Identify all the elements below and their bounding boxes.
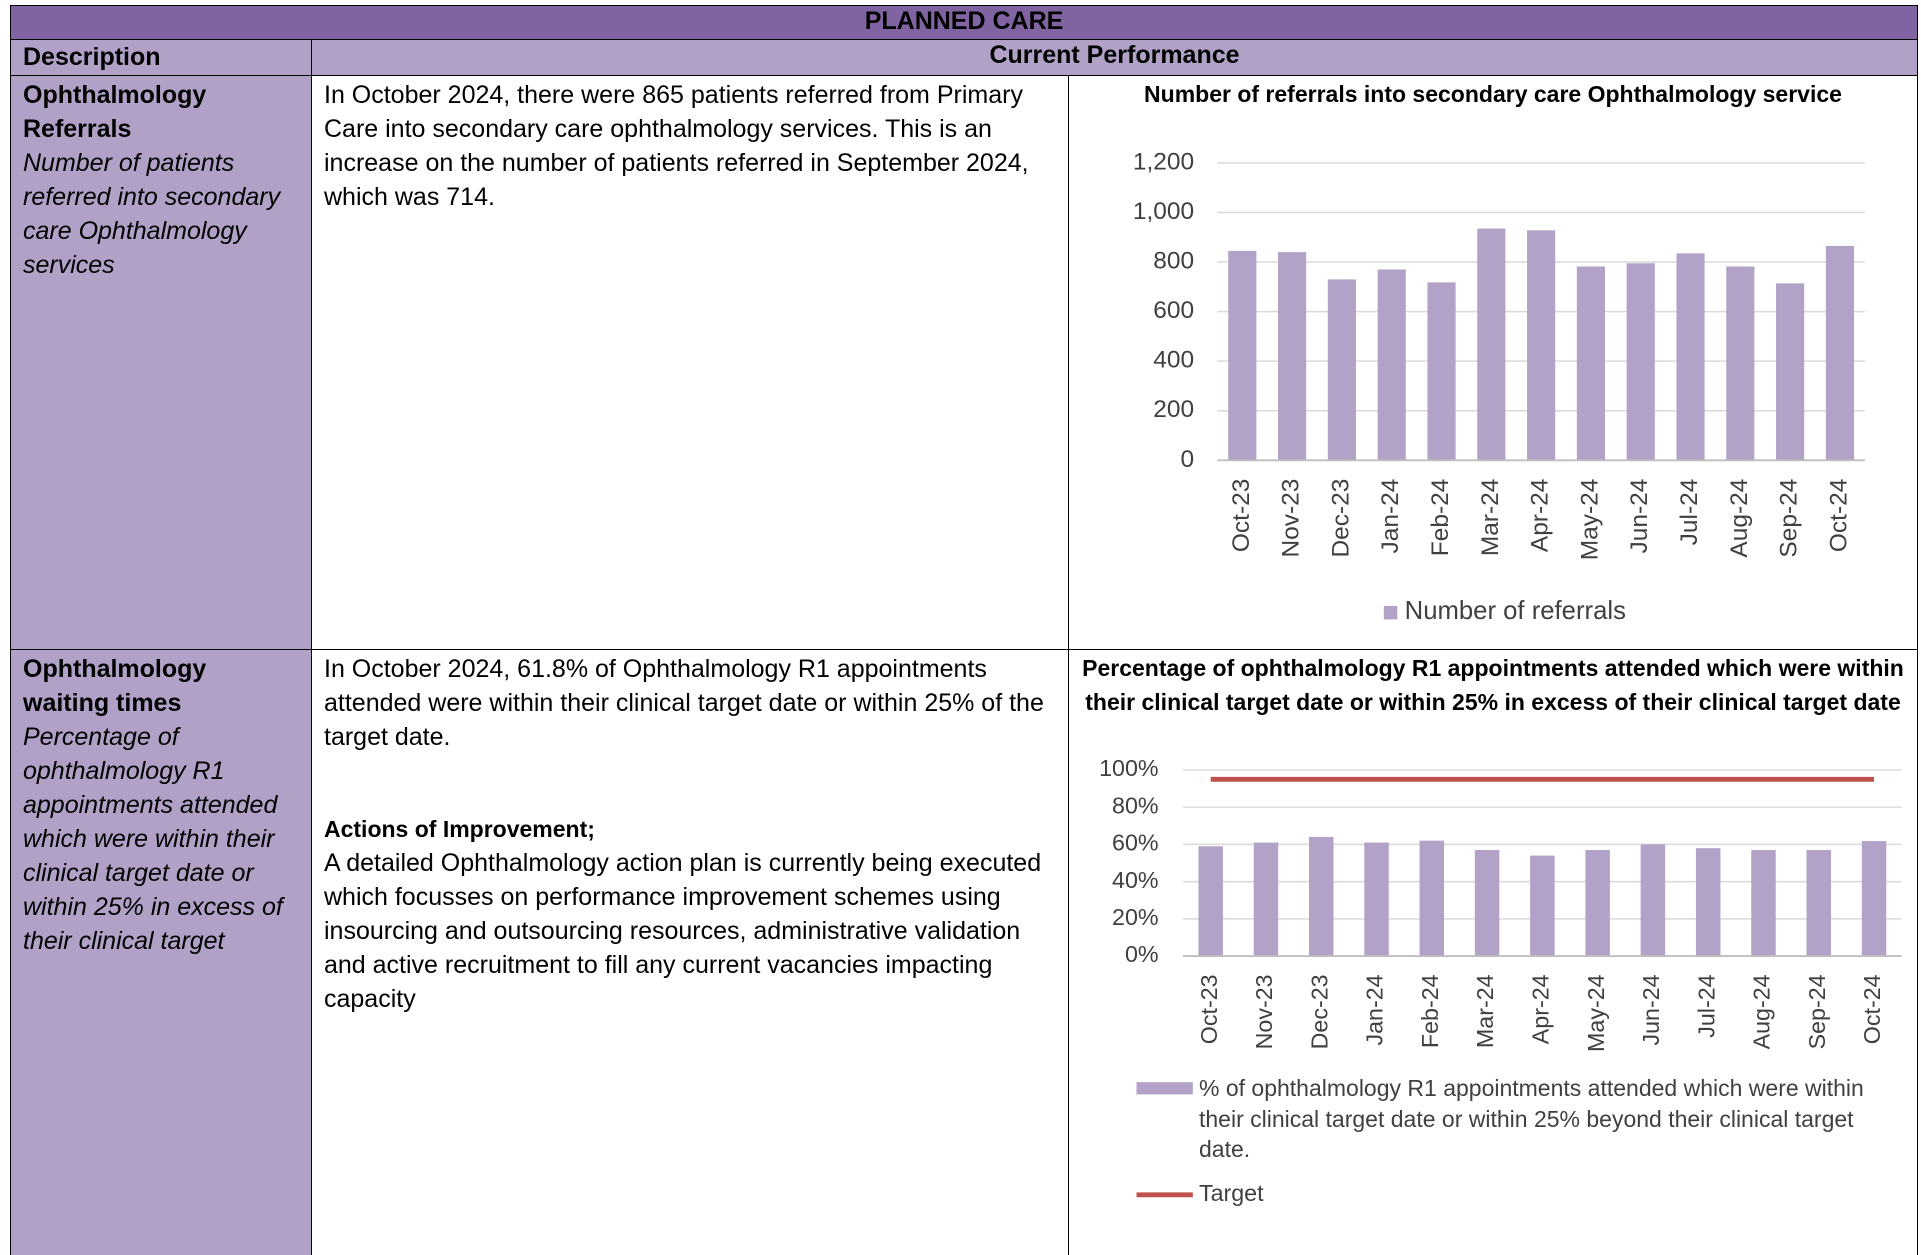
bar [1198,846,1223,957]
bar [1676,253,1705,461]
x-tick-label: Dec-23 [1327,479,1354,558]
y-tick-label: 1,200 [1133,148,1194,175]
bar [1576,266,1605,461]
chart-cell: 0% 20% 40% 60% 80% 100% Oct-23 Nov-23 Dec-23 Jan-… [1068,649,1918,1255]
y-tick-label: 80% [1112,792,1159,818]
bar [1640,844,1666,957]
y-tick-label: 800 [1153,247,1194,274]
x-tick-label: Jul-24 [1693,974,1719,1037]
y-tick-label: 60% [1112,830,1159,856]
bar [1474,849,1500,957]
bar [1377,269,1406,461]
x-tick-label: May-24 [1583,974,1609,1052]
y-tick-label: 400 [1153,347,1194,374]
x-tick-label: Jun-24 [1638,974,1664,1045]
y-tick-label: 0 [1181,446,1195,473]
chart-title: Percentage of ophthalmology R1 appointme… [1082,655,1904,715]
x-tick-label: Mar-24 [1472,974,1498,1048]
legend-swatch [1136,1082,1193,1095]
column-header: Description [10,39,312,76]
performance-cell: In October 2024, 61.8% of Ophthalmology … [311,649,1069,1255]
bar [1530,855,1555,957]
y-tick-label: 20% [1112,904,1159,930]
x-tick-label: Feb-24 [1427,479,1454,557]
y-tick-label: 600 [1153,297,1194,324]
chart-cell: 0 200 400 600 800 1,000 1,200 Oct-23 Nov-23 Dec-2… [1068,75,1918,650]
chart: 0% 20% 40% 60% 80% 100% Oct-23 Nov-23 Dec-23 Jan-… [1099,755,1902,1206]
row-description: Percentage of ophthalmology R1 appointme… [23,723,283,955]
x-tick-label: Nov-23 [1251,974,1277,1049]
bar [1806,849,1831,957]
description-cell: Ophthalmology Referrals Number of patien… [10,75,312,650]
x-tick-label: Mar-24 [1477,479,1504,557]
bar [1626,263,1655,461]
bar [1308,836,1334,957]
x-tick-label: Aug-24 [1749,974,1775,1049]
bar [1364,842,1389,957]
bar [1419,840,1445,957]
y-tick-label: 1,000 [1133,198,1194,225]
bar [1776,283,1805,461]
x-tick-label: Dec-23 [1306,974,1332,1049]
bar [1253,842,1279,957]
y-tick-label: 40% [1112,867,1159,893]
chart: 0 200 400 600 800 1,000 1,200 Oct-23 Nov-23 Dec-2… [1133,148,1865,625]
x-tick-label: Oct-23 [1196,974,1222,1044]
x-tick-label: Aug-24 [1726,479,1753,558]
x-tick-label: Oct-23 [1228,479,1255,552]
x-tick-label: Jan-24 [1362,974,1388,1045]
bar [1477,228,1506,461]
legend-label: % of ophthalmology R1 appointments atten… [1199,1075,1864,1162]
page-title: PLANNED CARE [10,5,1918,40]
bar [1751,849,1776,957]
performance-text: In October 2024, 61.8% of Ophthalmology … [324,655,1044,751]
bar [1726,266,1755,461]
y-tick-label: 200 [1153,396,1194,423]
actions-heading: Actions of Improvement; [324,816,595,842]
x-tick-label: Apr-24 [1527,479,1554,552]
legend-label: Number of referrals [1405,597,1626,625]
bar [1695,848,1721,957]
row-name: Ophthalmology Referrals [23,81,207,143]
bar [1527,230,1556,461]
x-tick-label: Feb-24 [1417,974,1443,1048]
actions-text: A detailed Ophthalmology action plan is … [324,849,1042,1013]
legend-label: Target [1199,1180,1264,1206]
performance-text: In October 2024, there were 865 patients… [324,81,1029,211]
performance-cell: In October 2024, there were 865 patients… [311,75,1069,650]
bar [1427,282,1456,461]
y-tick-label: 0% [1125,941,1159,967]
bar [1825,245,1855,461]
chart-title: Number of referrals into secondary care … [1144,81,1842,107]
x-tick-label: Jul-24 [1676,479,1703,546]
bar [1327,279,1356,461]
bar [1585,849,1610,957]
bar [1861,841,1887,957]
row-description: Number of patients referred into seconda… [23,149,281,279]
x-tick-label: Oct-24 [1859,974,1885,1044]
x-tick-label: Sep-24 [1776,479,1803,558]
x-tick-label: May-24 [1576,479,1603,561]
x-tick-label: Jun-24 [1626,479,1653,554]
bar [1228,250,1257,461]
legend-swatch [1383,605,1398,620]
x-tick-label: Sep-24 [1804,974,1830,1049]
description-cell: Ophthalmology waiting times Percentage o… [10,649,312,1255]
x-tick-label: Apr-24 [1527,974,1553,1044]
x-tick-label: Jan-24 [1377,479,1404,554]
y-tick-label: 100% [1099,755,1158,781]
column-header: Current Performance [311,39,1918,76]
bar [1278,252,1307,461]
x-tick-label: Nov-23 [1278,479,1305,558]
x-tick-label: Oct-24 [1825,479,1852,552]
row-name: Ophthalmology waiting times [23,655,207,717]
